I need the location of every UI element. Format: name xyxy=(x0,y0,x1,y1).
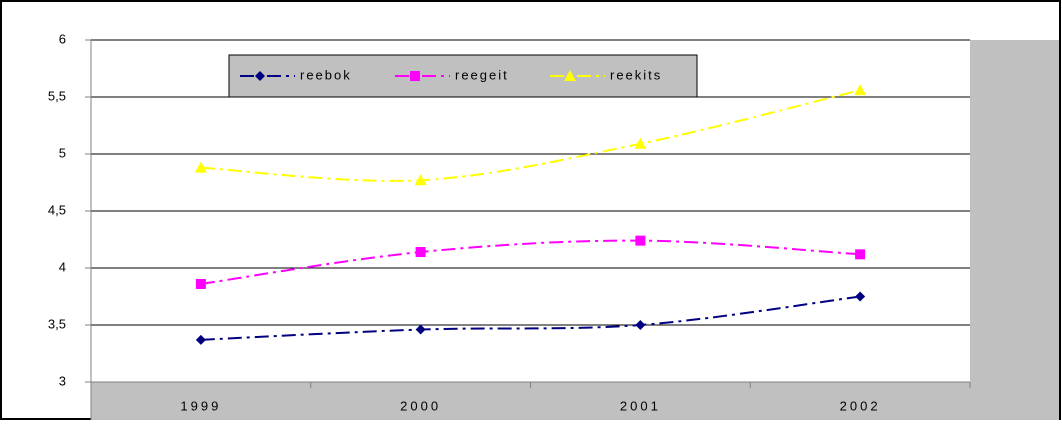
series-line xyxy=(200,295,861,341)
y-tick-label: 3 xyxy=(59,373,66,388)
marker xyxy=(194,161,207,173)
legend-label: reegeit xyxy=(455,67,509,82)
marker xyxy=(414,174,427,186)
legend-box xyxy=(228,54,698,98)
marker xyxy=(634,137,647,149)
y-tick-label: 5,5 xyxy=(48,88,66,103)
legend-label: reebok xyxy=(300,67,352,82)
y-tick-label: 3,5 xyxy=(48,316,66,331)
x-tick-label: 2002 xyxy=(840,398,881,413)
series-line xyxy=(200,89,861,182)
x-tick-label: 2001 xyxy=(620,398,661,413)
marker xyxy=(855,291,866,302)
y-tick-label: 4 xyxy=(59,259,66,274)
x-tick-label: 2000 xyxy=(400,398,441,413)
marker xyxy=(195,278,206,289)
marker xyxy=(635,235,646,246)
marker xyxy=(415,324,426,335)
legend-marker xyxy=(410,71,420,81)
series-line xyxy=(200,239,861,285)
marker xyxy=(415,247,426,258)
x-tick-label: 1999 xyxy=(180,398,221,413)
marker xyxy=(855,249,866,260)
marker xyxy=(635,320,646,330)
legend-label: reekits xyxy=(610,67,662,82)
legend-marker xyxy=(255,71,265,81)
y-tick-label: 4,5 xyxy=(48,202,66,217)
legend-marker xyxy=(564,70,576,81)
marker xyxy=(854,84,867,96)
marker xyxy=(195,334,206,345)
y-tick-label: 5 xyxy=(59,145,66,160)
y-tick-label: 6 xyxy=(59,31,66,46)
